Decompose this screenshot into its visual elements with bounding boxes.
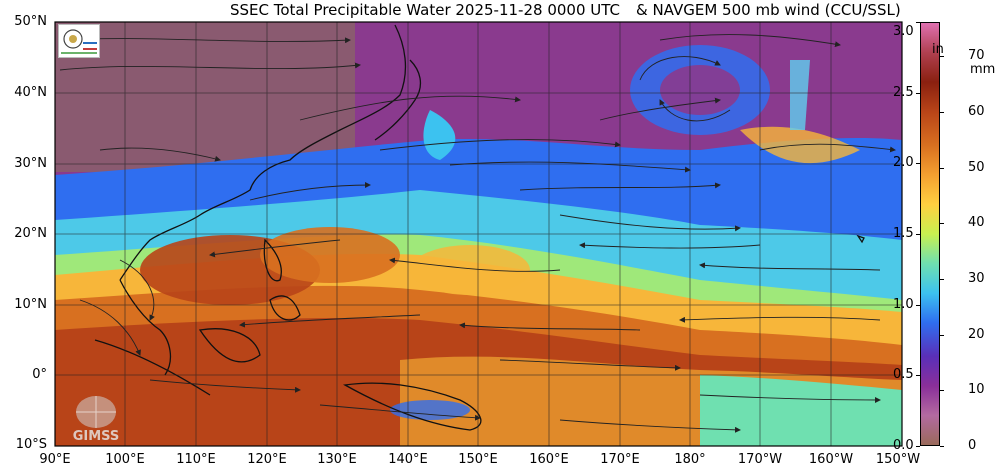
colorbar-mm-label: 10: [968, 382, 985, 398]
lat-label: 40°N: [14, 85, 47, 100]
colorbar-mm-label: 50: [968, 159, 985, 175]
colorbar-mm-unit: mm: [970, 62, 996, 77]
colorbar-inch-label: 3.0: [893, 24, 914, 39]
colorbar-mm-tick: [940, 168, 944, 169]
colorbar-inch-label: 0.0: [893, 438, 914, 453]
colorbar-inch-unit: in: [932, 42, 944, 57]
colorbar-mm-label: 20: [968, 326, 985, 342]
cimss-watermark: GIMSS: [62, 392, 130, 444]
ssec-seal-icon: [61, 29, 97, 54]
lon-label: 140°E: [388, 452, 428, 467]
colorbar-inch-label: 2.0: [893, 155, 914, 171]
colorbar-inch-label: 1.5: [893, 226, 914, 241]
colorbar-mm-label: 40: [968, 215, 985, 231]
colorbar-inch-tick: [916, 163, 920, 164]
title-wind: & NAVGEM 500 mb wind (CCU/SSL): [636, 1, 901, 19]
lon-label: 170°W: [737, 452, 783, 467]
colorbar-mm-tick: [940, 390, 944, 391]
colorbar-mm-tick: [940, 223, 944, 224]
lon-label: 170°E: [600, 452, 640, 467]
colorbar-inch-label: 2.5: [893, 84, 914, 100]
title-bar: SSEC Total Precipitable Water 2025-11-28…: [0, 0, 1000, 20]
wind-streamlines: [59, 34, 896, 433]
colorbar-inch-tick: [916, 234, 920, 235]
title-main: SSEC Total Precipitable Water 2025-11-28…: [230, 1, 620, 19]
colorbar-mm-label: 60: [968, 104, 985, 120]
lon-label: 130°E: [317, 452, 357, 467]
cimss-globe-icon: GIMSS: [73, 396, 120, 444]
colorbar-mm-tick: [940, 446, 944, 447]
graticule: [55, 22, 902, 446]
colorbar-inch-tick: [916, 446, 920, 447]
map-frame: [54, 21, 903, 447]
lat-label: 30°N: [14, 156, 47, 171]
lon-label: 160°E: [529, 452, 569, 467]
colorbar-mm-label: 70: [968, 48, 985, 64]
lon-label: 160°W: [808, 452, 854, 467]
colorbar-inch-label: 1.0: [893, 296, 914, 312]
tpw-colorbar: [920, 22, 940, 446]
lat-label: 0°: [32, 367, 47, 382]
colorbar-inch-tick: [916, 93, 920, 94]
ssec-cimss-logo: [58, 24, 100, 58]
lon-label: 120°E: [247, 452, 287, 467]
lat-label: 50°N: [14, 14, 47, 29]
lon-label: 110°E: [176, 452, 216, 467]
lon-label: 90°E: [39, 452, 71, 467]
colorbar-inch-tick: [916, 375, 920, 376]
lon-label: 100°E: [105, 452, 145, 467]
colorbar-mm-tick: [940, 56, 944, 57]
watermark-text: GIMSS: [73, 429, 120, 444]
colorbar-mm-tick: [940, 112, 944, 113]
lat-label: 10°S: [15, 437, 47, 452]
colorbar-inch-label: 0.5: [893, 367, 914, 383]
colorbar-mm-label: 0: [968, 438, 977, 453]
colorbar-mm-tick: [940, 279, 944, 280]
colorbar-inch-tick: [916, 22, 920, 23]
lon-label: 150°W: [875, 452, 921, 467]
colorbar-mm-tick: [940, 335, 944, 336]
colorbar-inch-tick: [916, 305, 920, 306]
lon-label: 150°E: [458, 452, 498, 467]
colorbar-mm-label: 30: [968, 271, 985, 287]
lat-label: 20°N: [14, 226, 47, 241]
lon-label: 180°: [674, 452, 706, 467]
lat-label: 10°N: [14, 297, 47, 312]
